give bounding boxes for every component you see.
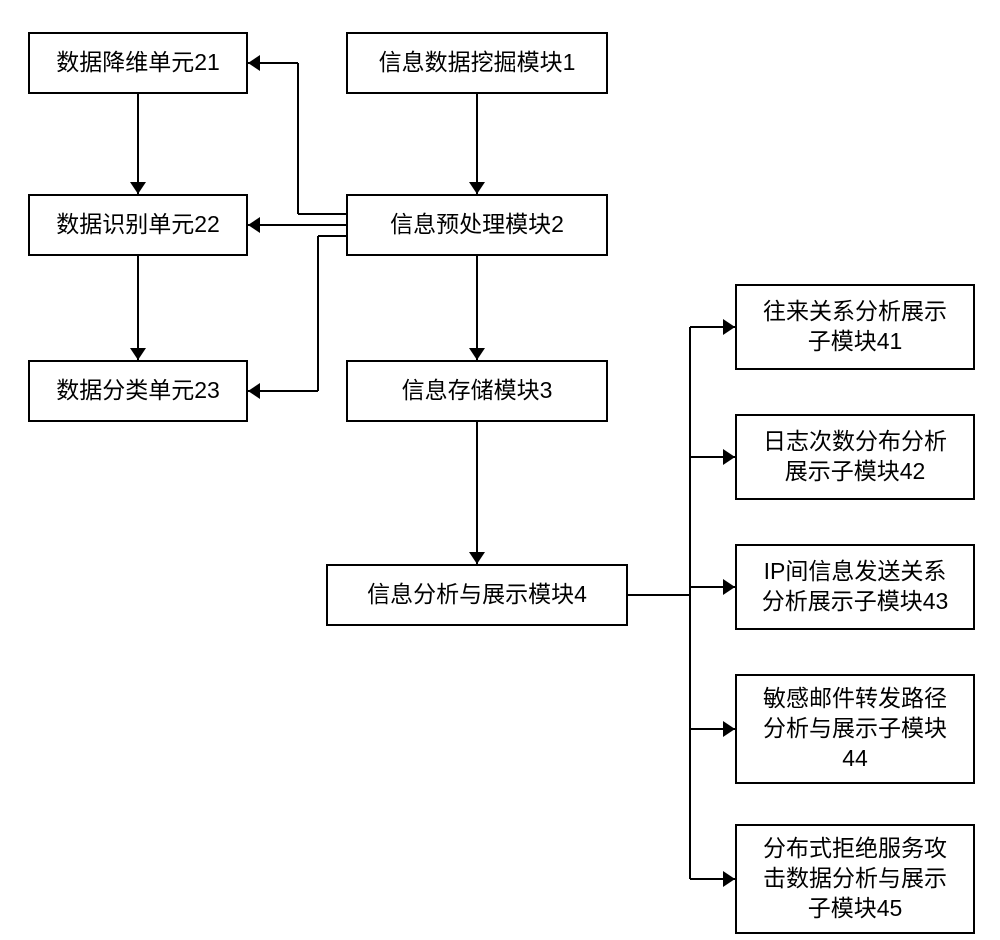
node-n22: 数据识别单元22	[28, 194, 248, 256]
node-n42: 日志次数分布分析展示子模块42	[735, 414, 975, 500]
node-n43: IP间信息发送关系分析展示子模块43	[735, 544, 975, 630]
diagram-canvas: 信息数据挖掘模块1 信息预处理模块2 信息存储模块3 信息分析与展示模块4 数据降维单元…	[0, 0, 1000, 940]
node-n44: 敏感邮件转发路径分析与展示子模块44	[735, 674, 975, 784]
node-n21: 数据降维单元21	[28, 32, 248, 94]
node-n23: 数据分类单元23	[28, 360, 248, 422]
node-n1: 信息数据挖掘模块1	[346, 32, 608, 94]
node-n2: 信息预处理模块2	[346, 194, 608, 256]
node-n45: 分布式拒绝服务攻击数据分析与展示子模块45	[735, 824, 975, 934]
node-n41: 往来关系分析展示子模块41	[735, 284, 975, 370]
node-n3: 信息存储模块3	[346, 360, 608, 422]
node-n4: 信息分析与展示模块4	[326, 564, 628, 626]
